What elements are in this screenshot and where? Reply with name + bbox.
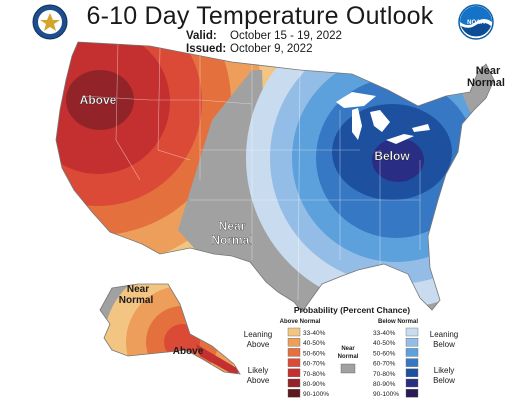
lake-michigan — [352, 108, 362, 140]
below-bin-swatch-1 — [405, 338, 419, 347]
valid-value: October 15 - 19, 2022 — [230, 30, 342, 42]
label-above-west: Above — [80, 93, 117, 107]
legend-above-bins: 33-40% 40-50% 50-60% 60-70% 70-80% 80-90% 90-1… — [287, 327, 329, 398]
legend: Probability (Percent Chance) Above Norma… — [244, 305, 458, 398]
below-bin-swatch-0 — [405, 327, 419, 337]
alaska-panhandle-70-80 — [196, 344, 240, 374]
lake-erie — [386, 134, 414, 144]
above-bin-label-0: 33-40% — [303, 330, 326, 337]
lake-ontario — [412, 124, 430, 132]
issued-label: Issued: — [186, 43, 227, 55]
legend-near-normal-2: Normal — [338, 354, 359, 360]
above-bin-swatch-5 — [287, 378, 301, 388]
above-bin-swatch-1 — [287, 338, 301, 347]
label-near-normal-ne-2: Normal — [467, 77, 505, 89]
above-bin-label-4: 70-80% — [303, 371, 326, 378]
above-bin-swatch-2 — [287, 348, 301, 357]
legend-leaning-below-1: Leaning — [430, 330, 458, 339]
legend-below-header: Below Normal — [378, 319, 418, 325]
date-block: Valid: October 15 - 19, 2022 Issued: Octob… — [186, 30, 342, 56]
legend-near-normal-swatch — [340, 363, 356, 374]
above-bin-label-2: 50-60% — [303, 350, 326, 357]
noaa-logo-text: NOAA — [467, 20, 485, 26]
below-bin-label-3: 60-70% — [373, 361, 396, 368]
below-80-90-region — [372, 138, 424, 182]
below-bin-label-0: 33-40% — [373, 330, 396, 337]
legend-likely-below-1: Likely — [434, 366, 454, 375]
below-bin-label-2: 50-60% — [373, 350, 396, 357]
legend-likely-below-2: Below — [433, 376, 455, 385]
above-bin-label-6: 90-100% — [303, 391, 329, 398]
alaska-map — [100, 284, 240, 374]
label-near-normal-center-2: Normal — [211, 233, 252, 247]
above-bin-label-5: 80-90% — [303, 381, 326, 388]
issued-value: October 9, 2022 — [230, 43, 313, 55]
below-bin-swatch-2 — [405, 348, 419, 357]
below-bin-label-1: 40-50% — [373, 340, 396, 347]
below-bin-label-5: 80-90% — [373, 381, 396, 388]
legend-likely-above-1: Likely — [248, 366, 268, 375]
below-bin-swatch-5 — [405, 378, 419, 388]
lake-superior — [336, 92, 376, 108]
lake-huron — [370, 110, 390, 132]
label-near-normal-ne-1: Near — [476, 65, 501, 77]
legend-leaning-below-2: Below — [433, 340, 455, 349]
above-bin-swatch-0 — [287, 327, 301, 337]
legend-leaning-above-2: Above — [247, 340, 270, 349]
label-near-normal-ak-1: Near — [127, 284, 149, 295]
noaa-logo-icon: NOAA — [458, 4, 494, 40]
below-bin-label-6: 90-100% — [373, 391, 399, 398]
legend-title: Probability (Percent Chance) — [294, 305, 410, 315]
above-bin-swatch-6 — [287, 389, 301, 398]
map-labels: Above Below Near Normal Near Normal Near… — [80, 65, 505, 357]
below-bin-swatch-3 — [405, 358, 419, 367]
page-title: 6-10 Day Temperature Outlook — [86, 2, 434, 30]
label-below-east: Below — [374, 149, 410, 163]
label-near-normal-center-1: Near — [219, 219, 246, 233]
legend-near-normal-1: Near — [341, 346, 355, 352]
label-above-ak: Above — [173, 346, 204, 357]
conus-outline — [55, 41, 495, 313]
below-bin-swatch-4 — [405, 368, 419, 377]
valid-label: Valid: — [186, 30, 217, 42]
above-bin-swatch-4 — [287, 368, 301, 377]
alaska-outline — [99, 283, 241, 375]
above-bin-swatch-3 — [287, 358, 301, 367]
label-near-normal-ak-2: Normal — [119, 295, 154, 306]
commerce-seal-icon — [32, 4, 68, 40]
above-bin-label-1: 40-50% — [303, 340, 326, 347]
legend-above-header: Above Normal — [280, 319, 321, 325]
below-bin-label-4: 70-80% — [373, 371, 396, 378]
near-normal-plains — [178, 70, 300, 300]
legend-below-bins: 33-40% 40-50% 50-60% 60-70% 70-80% 80-90% 90-1… — [373, 327, 419, 398]
below-bin-swatch-6 — [405, 389, 419, 398]
legend-likely-above-2: Above — [247, 376, 270, 385]
state-boundaries — [81, 42, 421, 301]
legend-leaning-above-1: Leaning — [244, 330, 272, 339]
above-bin-label-3: 60-70% — [303, 361, 326, 368]
